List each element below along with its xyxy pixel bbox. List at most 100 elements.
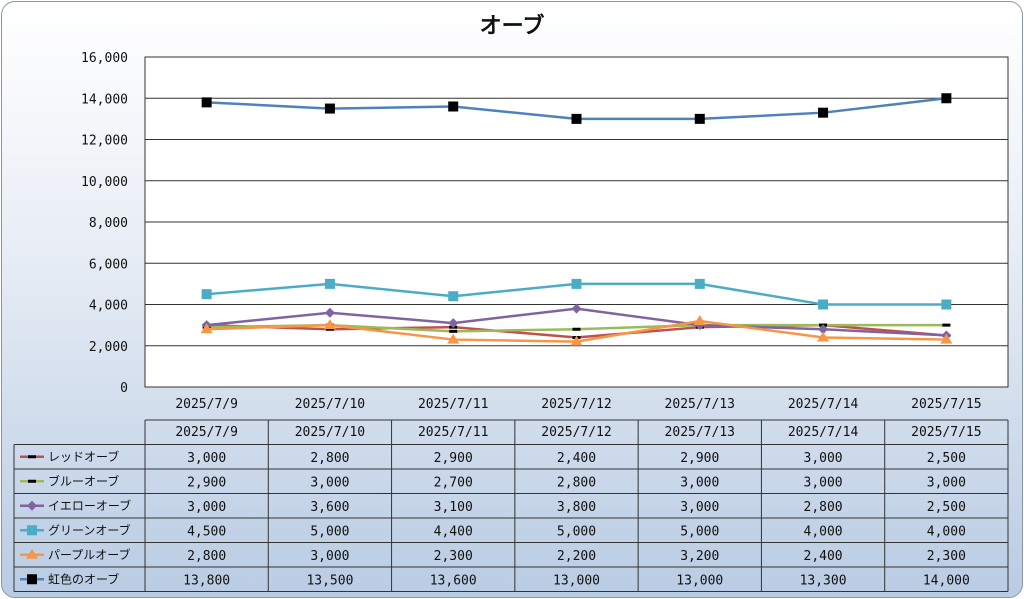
y-tick-label: 14,000 — [81, 92, 128, 107]
data-table: 2025/7/9 2025/7/10 2025/7/11 2025/7/12 2025/… — [13, 419, 1009, 592]
table-row-label: 虹色のオーブ — [48, 571, 119, 586]
table-cell: 2,800 — [310, 451, 349, 466]
table-cell: 13,300 — [800, 573, 847, 588]
table-cell: 4,000 — [927, 524, 966, 539]
table-cell: 3,200 — [680, 549, 719, 564]
x-tick-label: 2025/7/9 — [175, 397, 238, 412]
table-cell: 3,000 — [927, 475, 966, 490]
table-cell: 3,000 — [680, 475, 719, 490]
table-cell: 3,800 — [557, 500, 596, 515]
table-cell: 3,000 — [187, 451, 226, 466]
table-cell: 3,100 — [434, 500, 473, 515]
table-header-cell: 2025/7/10 — [295, 425, 365, 440]
y-axis: 0 2,000 4,000 6,000 8,000 10,000 12,000 14,000 1… — [81, 51, 128, 396]
table-header-cell: 2025/7/9 — [175, 425, 238, 440]
table-row-label: グリーンオーブ — [48, 522, 131, 537]
legend-key — [20, 525, 44, 536]
data-point — [693, 315, 706, 325]
legend-marker — [27, 574, 37, 585]
data-point — [448, 101, 459, 112]
x-tick-label: 2025/7/11 — [418, 397, 488, 412]
table-cell: 2,900 — [434, 451, 473, 466]
x-axis: 2025/7/9 2025/7/10 2025/7/11 2025/7/12 2025/… — [175, 397, 981, 412]
table-cell: 3,000 — [680, 500, 719, 515]
data-point — [818, 299, 829, 310]
legend-key — [20, 548, 44, 559]
data-point — [324, 103, 335, 114]
y-tick-label: 0 — [120, 381, 128, 396]
legend-marker — [27, 500, 37, 511]
table-header-cell: 2025/7/12 — [541, 425, 611, 440]
table-cell: 5,000 — [557, 524, 596, 539]
legend-key — [20, 500, 44, 511]
table-cell: 2,200 — [557, 549, 596, 564]
series-group — [200, 93, 953, 346]
data-point — [570, 335, 583, 346]
data-point — [572, 327, 581, 331]
table-cell: 2,500 — [927, 451, 966, 466]
y-tick-label: 2,000 — [89, 340, 128, 355]
data-point — [447, 333, 460, 344]
table-cell: 2,700 — [434, 475, 473, 490]
data-point — [694, 113, 705, 124]
legend-key — [20, 455, 44, 459]
x-tick-label: 2025/7/15 — [911, 397, 981, 412]
table-cell: 3,000 — [310, 549, 349, 564]
table-cell: 14,000 — [923, 573, 970, 588]
table-cell: 2,400 — [557, 451, 596, 466]
table-cell: 2,900 — [680, 451, 719, 466]
legend-marker — [27, 525, 37, 536]
table-cell: 3,000 — [804, 451, 843, 466]
table-header-cell: 2025/7/11 — [418, 425, 488, 440]
data-point — [571, 278, 582, 289]
x-tick-label: 2025/7/10 — [295, 397, 365, 412]
table-row-label: パープルオーブ — [48, 547, 131, 562]
table-cell: 3,000 — [310, 475, 349, 490]
data-point — [940, 333, 953, 344]
data-point — [942, 323, 951, 327]
table-cell: 3,000 — [187, 500, 226, 515]
table-cell: 4,400 — [434, 524, 473, 539]
y-tick-label: 10,000 — [81, 175, 128, 190]
y-tick-label: 16,000 — [81, 51, 128, 66]
table-cell: 5,000 — [310, 524, 349, 539]
table-cell: 2,900 — [187, 475, 226, 490]
table-cell: 2,800 — [187, 549, 226, 564]
table-cell: 2,300 — [434, 549, 473, 564]
y-tick-label: 12,000 — [81, 134, 128, 149]
series-3 — [201, 278, 952, 310]
data-point — [817, 331, 830, 342]
table-cell: 13,600 — [430, 573, 477, 588]
x-tick-label: 2025/7/14 — [788, 397, 859, 412]
table-cell: 2,800 — [804, 500, 843, 515]
data-point — [201, 289, 212, 300]
table-cell: 4,000 — [804, 524, 843, 539]
grid-lines — [144, 56, 1009, 388]
table-cell: 13,000 — [676, 573, 723, 588]
data-point — [448, 291, 459, 302]
table-header-cell: 2025/7/14 — [788, 425, 859, 440]
y-tick-label: 4,000 — [89, 299, 128, 314]
table-cell: 3,000 — [804, 475, 843, 490]
table-cell: 2,400 — [804, 549, 843, 564]
table-cell: 2,300 — [927, 549, 966, 564]
series-2 — [201, 303, 952, 341]
table-cell: 5,000 — [680, 524, 719, 539]
data-point — [818, 107, 829, 118]
y-tick-label: 6,000 — [89, 257, 128, 272]
data-point — [448, 318, 459, 329]
data-point — [324, 278, 335, 289]
data-point — [201, 97, 212, 108]
legend-marker — [28, 479, 36, 483]
table-cell: 13,800 — [183, 573, 230, 588]
table-row-label: イエローオーブ — [48, 498, 131, 513]
data-point — [818, 324, 829, 335]
table-header-cell: 2025/7/15 — [911, 425, 981, 440]
legend-key — [20, 479, 44, 483]
data-point — [324, 307, 335, 318]
table-cell: 13,000 — [553, 573, 600, 588]
table-row-label: レッドオーブ — [48, 449, 119, 464]
table-row-label: ブルーオーブ — [48, 473, 119, 488]
table-cell: 3,600 — [310, 500, 349, 515]
data-point — [449, 329, 458, 333]
